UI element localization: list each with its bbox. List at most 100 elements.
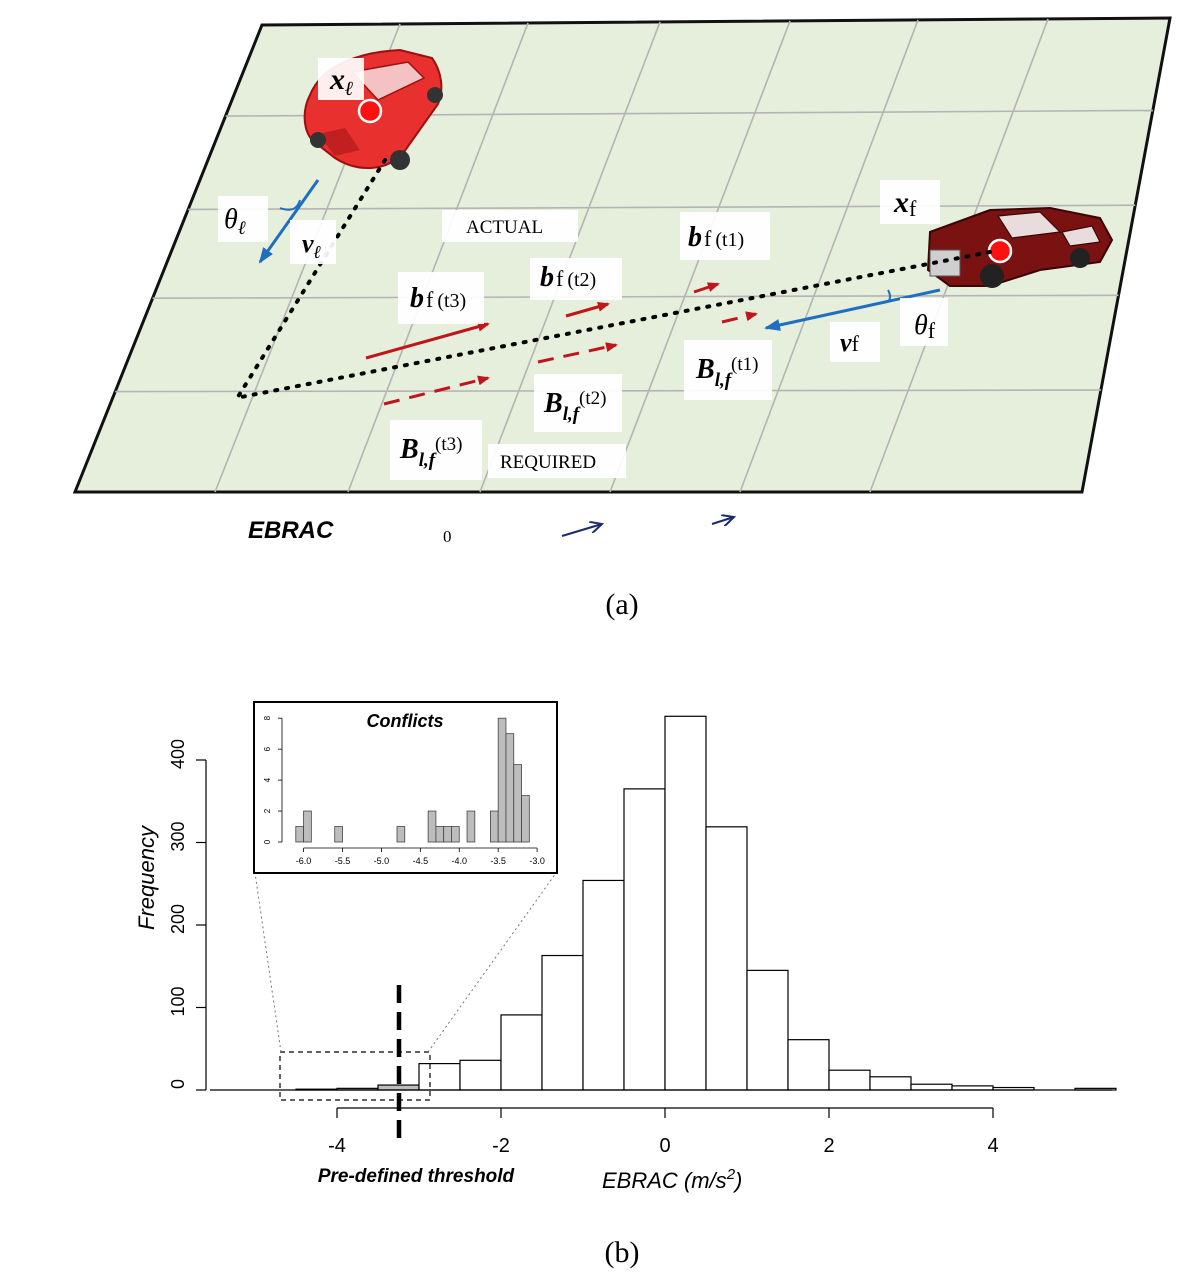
required-arrow-t1 <box>721 311 758 324</box>
leader-velocity-label: vℓ <box>302 229 322 262</box>
histogram-bar-14 <box>828 1069 871 1091</box>
y-tick-label: 100 <box>168 986 188 1016</box>
inset-bar-14 <box>521 795 530 843</box>
panel-a-diagram: xℓ θℓ vℓ ACTUAL bf (t1) xf bf (t2) bf (t3) … <box>72 16 1172 621</box>
inset-bar-8 <box>451 826 460 843</box>
leader-position-dot <box>357 98 383 124</box>
x-tick-label: 0 <box>659 1135 670 1157</box>
inset-x-tick-label: -5.5 <box>335 856 351 866</box>
ebrac-arrow-2 <box>711 517 734 524</box>
x-tick-label: -4 <box>328 1135 346 1157</box>
actual-arrow-t3 <box>365 321 490 360</box>
conflicts-inset: Conflicts -6.0 -5.5 -5.0 -4.5 -4.0 -3.5 -3.0 0 2 4… <box>253 701 558 874</box>
histogram-bar-7 <box>541 954 584 1091</box>
inset-bar-2 <box>303 810 312 843</box>
grid-line-h-3 <box>152 294 1119 299</box>
inset-bar-10 <box>489 810 499 843</box>
grid-line-v-2 <box>347 22 529 493</box>
actual-decel-t2-label: bf (t2) <box>540 262 596 293</box>
inset-x-tick-label: -4.5 <box>413 856 429 866</box>
required-label: REQUIRED <box>500 452 596 473</box>
histogram-bar-3 <box>377 1084 420 1091</box>
histogram-bar-10 <box>664 715 707 1091</box>
actual-decel-t3-label: bf (t3) <box>410 283 466 314</box>
threshold-label: Pre-defined threshold <box>318 1166 515 1187</box>
histogram-bar-9 <box>623 788 666 1091</box>
actual-decel-t1-label: bf (t1) <box>688 222 744 253</box>
zoom-region-box <box>279 1051 431 1101</box>
zoom-connectors <box>254 872 557 1101</box>
grid-line-v-3 <box>479 21 661 493</box>
inset-bar-6 <box>435 826 445 843</box>
inset-y-tick-label: 2 <box>263 808 272 813</box>
histogram-bar-13 <box>787 1039 830 1091</box>
inset-bar-7 <box>443 826 452 843</box>
leader-position-label: xℓ <box>329 63 354 100</box>
label-backgrounds <box>218 58 948 480</box>
inset-x-tick-label: -6.0 <box>296 856 312 866</box>
required-decel-t3-label: Bl,f(t3) <box>399 434 462 471</box>
leader-velocity-arrow <box>258 179 320 264</box>
follower-car <box>926 206 1114 288</box>
zoom-connector-left <box>254 872 282 1053</box>
follower-angle-label: θf <box>914 310 936 343</box>
actual-arrow-t2 <box>565 301 610 318</box>
x-tick-label: 4 <box>987 1135 998 1157</box>
follower-trajectory <box>234 250 992 400</box>
caption-a: (a) <box>605 588 638 621</box>
inset-bar-1 <box>295 826 304 843</box>
y-tick-label: 300 <box>168 821 188 851</box>
inset-x-tick-label: -5.0 <box>374 856 390 866</box>
histogram-bar-11 <box>705 826 748 1091</box>
x-tick-label: 2 <box>823 1135 834 1157</box>
grid-line-v-5 <box>739 19 919 493</box>
leader-trajectory <box>234 158 387 402</box>
required-decel-t2-label: Bl,f(t2) <box>543 388 606 425</box>
y-axis-title: Frequency <box>134 824 159 930</box>
inset-y-tick-label: 4 <box>263 777 272 782</box>
inset-bar-5 <box>427 810 437 843</box>
histogram-bar-16 <box>910 1083 953 1091</box>
inset-y-tick-label: 6 <box>263 746 272 751</box>
leader-angle-label: θℓ <box>224 204 246 239</box>
inset-bar-4 <box>396 826 406 843</box>
inset-x-tick-label: -4.0 <box>452 856 468 866</box>
required-arrow-t3 <box>383 375 490 406</box>
inset-bar-13 <box>513 764 522 843</box>
histogram-bar-8 <box>582 879 625 1091</box>
histogram-axes: -4 -2 0 2 4 0 100 200 300 400 Frequency EBRAC (m/s2… <box>134 739 999 1269</box>
x-axis-title: EBRAC (m/s2) <box>602 1166 742 1193</box>
inset-y-tick-label: 0 <box>263 839 272 844</box>
actual-label: ACTUAL <box>466 217 543 238</box>
histogram-bar-15 <box>869 1076 912 1091</box>
histogram-bar-12 <box>746 969 789 1091</box>
inset-y-tick-label: 8 <box>263 715 272 720</box>
follower-angle-arc <box>887 289 891 303</box>
y-tick-label: 0 <box>168 1079 188 1089</box>
histogram-bar-4 <box>418 1062 461 1091</box>
follower-position-label: xf <box>893 186 917 221</box>
inset-bar-9 <box>466 810 476 843</box>
ebrac-zero-label: 0 <box>443 527 452 546</box>
threshold-group: Pre-defined threshold <box>318 985 515 1187</box>
ebrac-arrow-1 <box>561 524 602 537</box>
y-tick-label: 400 <box>168 739 188 769</box>
follower-position-dot <box>987 238 1013 264</box>
x-tick-label: -2 <box>492 1135 510 1157</box>
required-arrow-t2 <box>537 342 618 364</box>
histogram-bar-5 <box>459 1059 502 1091</box>
inset-bar-11 <box>497 717 507 843</box>
inset-x-tick-label: -3.5 <box>490 856 506 866</box>
required-decel-t1-label: Bl,f(t1) <box>695 354 758 391</box>
histogram-bars <box>210 715 1117 1091</box>
histogram-bar-17 <box>951 1085 994 1091</box>
follower-velocity-label: vf <box>840 328 860 357</box>
actual-arrow-t1 <box>693 282 720 294</box>
y-tick-label: 200 <box>168 904 188 934</box>
zoom-connector-right <box>427 872 557 1053</box>
caption-b: (b) <box>605 1236 640 1269</box>
histogram-bar-6 <box>500 1014 543 1091</box>
inset-title: Conflicts <box>366 711 443 731</box>
